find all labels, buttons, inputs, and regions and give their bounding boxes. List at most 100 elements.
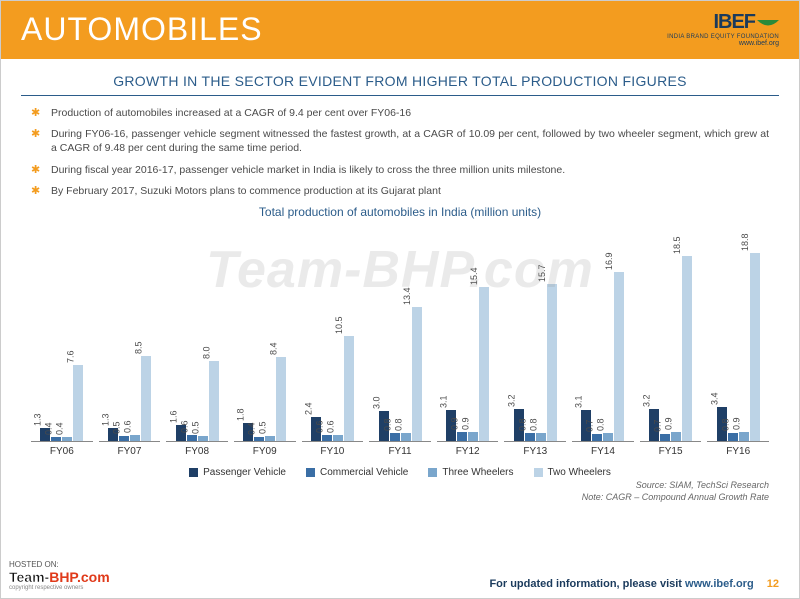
legend-swatch <box>306 468 315 477</box>
bar-value-label: 1.3 <box>101 413 111 426</box>
bar-value-label: 3.4 <box>709 392 719 405</box>
bar: 16.9 <box>614 272 624 441</box>
bar: 8.4 <box>276 357 286 441</box>
bar-value-label: 0.9 <box>450 417 460 430</box>
legend-item: Passenger Vehicle <box>189 467 286 478</box>
legend-item: Commercial Vehicle <box>306 467 408 478</box>
bar-value-label: 15.4 <box>469 267 479 285</box>
bar-value-label: 0.4 <box>55 422 65 435</box>
bar-group: 3.10.90.915.4FY12 <box>437 242 499 457</box>
bar-value-label: 0.9 <box>664 417 674 430</box>
bar: 0.6 <box>187 435 197 441</box>
bar: 0.5 <box>119 436 129 441</box>
bar: 0.6 <box>130 435 140 441</box>
bar-cluster: 3.00.80.813.4 <box>369 242 431 442</box>
footer: For updated information, please visit ww… <box>489 578 779 590</box>
bar-value-label: 3.1 <box>439 395 449 408</box>
bar-value-label: 8.4 <box>269 342 279 355</box>
bar-value-label: 0.6 <box>123 420 133 433</box>
bar-value-label: 3.0 <box>371 396 381 409</box>
bar: 10.5 <box>344 336 354 441</box>
logo-text: IBEF <box>713 11 755 34</box>
bar: 8.0 <box>209 361 219 441</box>
footer-link[interactable]: www.ibef.org <box>685 578 754 590</box>
bar: 0.8 <box>390 433 400 441</box>
bar-value-label: 0.8 <box>596 418 606 431</box>
bar-cluster: 3.10.70.816.9 <box>572 242 634 442</box>
bar-value-label: 0.4 <box>247 422 257 435</box>
x-axis-label: FY16 <box>726 446 750 457</box>
bar: 0.5 <box>265 436 275 441</box>
bar-cluster: 1.3 0.4 0.4 7.6 <box>31 242 93 442</box>
legend-label: Passenger Vehicle <box>203 467 286 478</box>
x-axis-label: FY10 <box>320 446 344 457</box>
x-axis-label: FY15 <box>659 446 683 457</box>
bar-group: 1.60.60.58.0FY08 <box>166 242 228 457</box>
bar: 0.4 <box>254 437 264 441</box>
bar-value-label: 7.6 <box>66 350 76 363</box>
bar: 0.8 <box>525 433 535 441</box>
legend-label: Three Wheelers <box>442 467 513 478</box>
x-axis-label: FY08 <box>185 446 209 457</box>
bullet-list: Production of automobiles increased at a… <box>1 96 799 198</box>
bar-value-label: 15.7 <box>537 264 547 282</box>
legend-swatch <box>428 468 437 477</box>
x-axis-label: FY07 <box>118 446 142 457</box>
bar-value-label: 13.4 <box>402 287 412 305</box>
bar-group: 3.10.70.816.9 FY14 <box>572 242 634 457</box>
copyright-tag: copyright respective owners <box>9 585 110 592</box>
logo-url: www.ibef.org <box>667 40 779 47</box>
bar: 0.9 <box>671 432 681 441</box>
ibef-logo: IBEF INDIA BRAND EQUITY FOUNDATION www.i… <box>667 11 779 47</box>
x-axis-label: FY14 <box>591 446 615 457</box>
bar-value-label: 0.5 <box>112 421 122 434</box>
bar-value-label: 0.6 <box>179 420 189 433</box>
x-axis-label: FY09 <box>253 446 277 457</box>
bar: 0.6 <box>322 435 332 441</box>
bar: 0.8 <box>603 433 613 441</box>
legend-label: Two Wheelers <box>548 467 611 478</box>
bar-value-label: 0.5 <box>258 421 268 434</box>
x-axis-label: FY12 <box>456 446 480 457</box>
legend-label: Commercial Vehicle <box>320 467 408 478</box>
brand-b: BHP <box>49 569 77 585</box>
bar-value-label: 1.3 <box>33 413 43 426</box>
bar-cluster: 1.80.40.58.4 <box>234 242 296 442</box>
bar-value-label: 1.6 <box>168 410 178 423</box>
bar-value-label: 3.2 <box>642 394 652 407</box>
bar-value-label: 0.6 <box>326 420 336 433</box>
page-title: AUTOMOBILES <box>21 11 263 48</box>
bar: 0.8 <box>536 433 546 441</box>
bar-group: 3.40.80.918.8FY16 <box>707 242 769 457</box>
bar-value-label: 0.8 <box>393 418 403 431</box>
bar-group: 1.30.50.68.5FY07 <box>99 242 161 457</box>
chart-legend: Passenger Vehicle Commercial Vehicle Three… <box>1 467 799 478</box>
page-number: 12 <box>767 578 779 590</box>
bar-group: 3.20.70.918.5FY15 <box>640 242 702 457</box>
bar: 0.9 <box>468 432 478 441</box>
bar: 0.4 <box>51 437 61 441</box>
bar-cluster: 1.60.60.58.0 <box>166 242 228 442</box>
bar: 15.7 <box>547 284 557 441</box>
bullet-item: Production of automobiles increased at a… <box>31 106 769 120</box>
bar-value-label: 0.9 <box>731 417 741 430</box>
footer-text: For updated information, please visit <box>489 578 685 590</box>
cagr-note: Note: CAGR – Compound Annual Growth Rate <box>1 490 799 502</box>
bar: 0.9 <box>457 432 467 441</box>
header-bar: AUTOMOBILES IBEF INDIA BRAND EQUITY FOUN… <box>1 1 799 59</box>
bar-group: 3.00.80.813.4FY11 <box>369 242 431 457</box>
legend-item: Two Wheelers <box>534 467 611 478</box>
bar-group: 3.20.80.815.7FY13 <box>504 242 566 457</box>
bar: 13.4 <box>412 307 422 441</box>
bar-value-label: 0.5 <box>190 421 200 434</box>
bar-value-label: 10.5 <box>334 316 344 334</box>
legend-swatch <box>534 468 543 477</box>
bullet-item: By February 2017, Suzuki Motors plans to… <box>31 184 769 198</box>
bar: 0.8 <box>401 433 411 441</box>
bar: 18.8 <box>750 253 760 441</box>
bar-value-label: 0.8 <box>529 418 539 431</box>
brand-c: .com <box>77 569 110 585</box>
bar-group: 1.80.40.58.4FY09 <box>234 242 296 457</box>
bar-value-label: 0.8 <box>518 418 528 431</box>
bar-value-label: 1.8 <box>236 408 246 421</box>
